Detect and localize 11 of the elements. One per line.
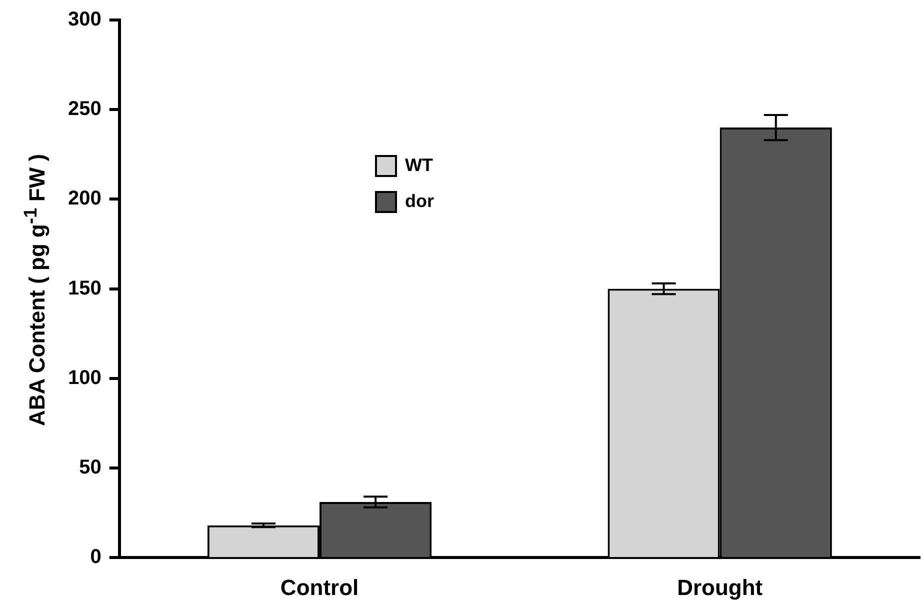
y-tick-label: 150	[68, 277, 102, 300]
y-tick-label: 0	[90, 546, 102, 568]
y-tick-label: 200	[68, 188, 102, 210]
y-tick-label: 100	[68, 366, 102, 389]
y-tick-label: 250	[68, 98, 102, 120]
y-tick-label: 300	[68, 8, 102, 31]
y-tick-label: 50	[79, 456, 102, 479]
x-tick-label: Drought	[677, 574, 764, 600]
legend-label: WT	[405, 154, 433, 175]
x-tick-label: Control	[280, 574, 359, 600]
legend-label: dor	[405, 190, 434, 211]
